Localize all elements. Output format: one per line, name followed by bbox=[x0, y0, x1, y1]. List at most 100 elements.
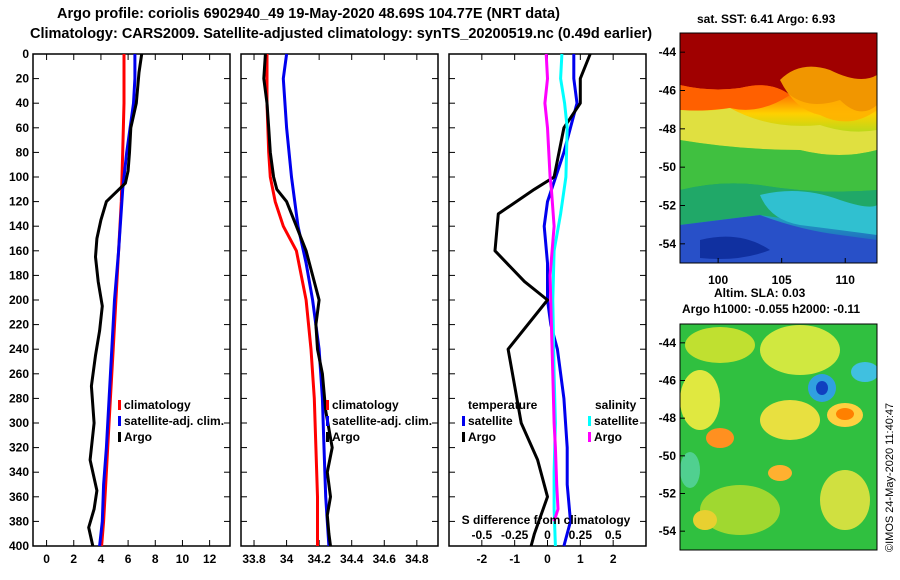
y-tick-label: 100 bbox=[9, 170, 29, 184]
plot-title-line2: Climatology: CARS2009. Satellite-adjuste… bbox=[30, 26, 653, 42]
x-tick-label: 33.8 bbox=[242, 552, 266, 566]
series-line-argo bbox=[87, 53, 144, 547]
x-tick-label: 6 bbox=[125, 552, 132, 566]
plot-title-line1: Argo profile: coriolis 6902940_49 19-May… bbox=[57, 6, 560, 22]
x-tick-label: 34.6 bbox=[373, 552, 397, 566]
x-tick-label: 8 bbox=[152, 552, 159, 566]
salinity-panel: 33.8 34 34.2 34.4 34.6 34.8 climatology satelli… bbox=[240, 53, 439, 566]
x-tick-label: 0 bbox=[544, 552, 551, 566]
y-tick-label: 200 bbox=[9, 293, 29, 307]
map-y-tick-label: -52 bbox=[659, 199, 677, 213]
x-tick-label: 34.8 bbox=[405, 552, 429, 566]
y-tick-label: 0 bbox=[22, 47, 29, 61]
legend-label: Argo bbox=[468, 430, 496, 444]
legend-swatch bbox=[588, 416, 591, 426]
y-tick-label: 360 bbox=[9, 490, 29, 504]
legend-label: Argo bbox=[332, 430, 360, 444]
sla-map-title-line1: Altim. SLA: 0.03 bbox=[714, 286, 806, 300]
map-y-tick-label: -46 bbox=[659, 374, 677, 388]
x-tick-label: 2 bbox=[70, 552, 77, 566]
series-line-temperature-argo bbox=[493, 53, 592, 547]
imos-timestamp: ©IMOS 24-May-2020 11:40:47 bbox=[884, 403, 896, 552]
y-tick-label: 280 bbox=[9, 391, 29, 405]
map-x-tick-label: 105 bbox=[772, 273, 792, 287]
legend-header-salinity: salinity bbox=[595, 398, 637, 412]
sst-map-title: sat. SST: 6.41 Argo: 6.93 bbox=[697, 12, 836, 26]
series-line-argo bbox=[262, 53, 334, 547]
map-y-tick-label: -52 bbox=[659, 487, 677, 501]
series-line-satellite-adj-clim- bbox=[98, 54, 137, 547]
y-tick-label: 40 bbox=[16, 96, 30, 110]
y-tick-label: 80 bbox=[16, 145, 30, 159]
y-tick-label: 220 bbox=[9, 318, 29, 332]
x-tick-label: 2 bbox=[610, 552, 617, 566]
map-x-tick-label: 110 bbox=[836, 273, 856, 287]
sla-map: Altim. SLA: 0.03 Argo h1000: -0.055 h200… bbox=[659, 286, 878, 551]
legend-swatch bbox=[588, 432, 591, 442]
legend-swatch bbox=[462, 416, 465, 426]
y-tick-label: 140 bbox=[9, 219, 29, 233]
legend-label: climatology bbox=[332, 398, 399, 412]
s-axis-tick-label: -0.5 bbox=[471, 528, 492, 542]
legend-swatch bbox=[326, 416, 329, 426]
legend-label: Argo bbox=[594, 430, 622, 444]
y-tick-label: 20 bbox=[16, 72, 30, 86]
legend-swatch bbox=[118, 400, 121, 410]
x-tick-label: 34.4 bbox=[340, 552, 364, 566]
series-line-climatology bbox=[265, 54, 319, 546]
x-tick-label: 34.2 bbox=[307, 552, 331, 566]
map-y-tick-label: -54 bbox=[659, 237, 677, 251]
map-y-tick-label: -54 bbox=[659, 524, 677, 538]
y-tick-label: 60 bbox=[16, 121, 30, 135]
y-tick-label: 240 bbox=[9, 342, 29, 356]
x-tick-label: 0 bbox=[43, 552, 50, 566]
y-tick-label: 160 bbox=[9, 244, 29, 258]
legend-label: climatology bbox=[124, 398, 191, 412]
map-x-tick-label: 100 bbox=[708, 273, 728, 287]
legend-label: satellite bbox=[594, 414, 639, 428]
temperature-panel: 0204060801001201401601802002202402602803… bbox=[9, 47, 231, 566]
series-line-salinity-satellite bbox=[551, 53, 569, 547]
series-line-satellite-adj-clim- bbox=[281, 53, 331, 547]
legend-label: Argo bbox=[124, 430, 152, 444]
y-tick-label: 320 bbox=[9, 441, 29, 455]
legend-label: satellite bbox=[468, 414, 513, 428]
y-tick-label: 400 bbox=[9, 539, 29, 553]
legend-swatch bbox=[118, 432, 121, 442]
s-axis-tick-label: 0 bbox=[544, 528, 551, 542]
s-axis-tick-label: 0.25 bbox=[569, 528, 593, 542]
y-tick-label: 180 bbox=[9, 268, 29, 282]
legend-label: satellite-adj. clim. bbox=[124, 414, 224, 428]
x-tick-label: 4 bbox=[98, 552, 105, 566]
map-y-tick-label: -50 bbox=[659, 160, 677, 174]
map-y-tick-label: -44 bbox=[659, 336, 677, 350]
legend-label: satellite-adj. clim. bbox=[332, 414, 432, 428]
x-tick-label: -1 bbox=[509, 552, 520, 566]
y-tick-label: 380 bbox=[9, 514, 29, 528]
map-y-tick-label: -46 bbox=[659, 84, 677, 98]
map-y-tick-label: -50 bbox=[659, 449, 677, 463]
y-tick-label: 260 bbox=[9, 367, 29, 381]
series-line-salinity-argo bbox=[543, 53, 560, 522]
difference-panel: -2 -1 0 1 2 temperature salinity satellite Argo s… bbox=[448, 53, 647, 566]
map-y-tick-label: -48 bbox=[659, 122, 677, 136]
plot-frame bbox=[240, 53, 439, 547]
x-tick-label: 1 bbox=[577, 552, 584, 566]
map-y-tick-label: -48 bbox=[659, 411, 677, 425]
legend-swatch bbox=[326, 432, 329, 442]
x-tick-label: 10 bbox=[176, 552, 190, 566]
s-axis-label: S difference from climatology bbox=[462, 513, 631, 527]
y-tick-label: 340 bbox=[9, 465, 29, 479]
s-axis-tick-label: -0.25 bbox=[501, 528, 529, 542]
map-y-tick-label: -44 bbox=[659, 45, 677, 59]
legend-swatch bbox=[326, 400, 329, 410]
x-tick-label: 12 bbox=[203, 552, 217, 566]
legend-swatch bbox=[118, 416, 121, 426]
s-axis-tick-label: 0.5 bbox=[605, 528, 622, 542]
sst-map: sat. SST: 6.41 Argo: 6.93 -44 -46 -48 -50 -5… bbox=[659, 12, 878, 287]
x-tick-label: 34 bbox=[280, 552, 294, 566]
y-tick-label: 300 bbox=[9, 416, 29, 430]
x-tick-label: -2 bbox=[476, 552, 487, 566]
sla-map-title-line2: Argo h1000: -0.055 h2000: -0.11 bbox=[682, 302, 860, 316]
